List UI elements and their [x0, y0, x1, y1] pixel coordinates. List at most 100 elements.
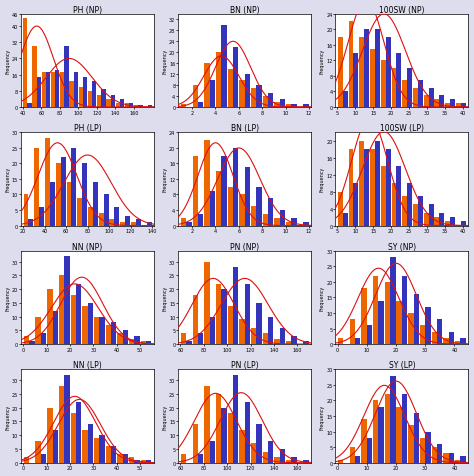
Bar [94, 317, 99, 345]
Y-axis label: Frequency: Frequency [6, 49, 10, 74]
Bar [263, 452, 268, 463]
Bar [129, 457, 134, 463]
Title: BN (LP): BN (LP) [231, 124, 259, 133]
Bar [41, 333, 46, 345]
Bar [28, 220, 34, 226]
Bar [61, 158, 66, 226]
Bar [407, 69, 412, 108]
Bar [216, 53, 221, 108]
Bar [367, 326, 372, 345]
Title: SY (NP): SY (NP) [388, 242, 416, 251]
Bar [375, 141, 380, 226]
Bar [146, 460, 151, 463]
Bar [370, 150, 375, 226]
Bar [268, 317, 273, 345]
Bar [245, 284, 250, 345]
Bar [370, 50, 375, 108]
Bar [359, 38, 364, 108]
Bar [47, 289, 53, 345]
Bar [274, 102, 280, 108]
Bar [460, 338, 465, 345]
Bar [24, 336, 29, 345]
Bar [443, 453, 448, 463]
Bar [83, 78, 87, 108]
Bar [413, 295, 419, 345]
Bar [99, 317, 105, 345]
Title: 100SW (LP): 100SW (LP) [380, 124, 424, 133]
Bar [303, 460, 309, 463]
Bar [88, 303, 93, 345]
Bar [111, 446, 116, 463]
Bar [82, 306, 88, 345]
Bar [228, 187, 233, 226]
Bar [198, 455, 203, 463]
Bar [94, 438, 99, 463]
Bar [251, 207, 256, 226]
Bar [39, 208, 44, 226]
Bar [141, 342, 146, 345]
Bar [280, 328, 285, 345]
Bar [445, 222, 450, 226]
Bar [82, 430, 88, 463]
Bar [355, 456, 360, 463]
Bar [66, 183, 72, 226]
Bar [286, 460, 292, 463]
Bar [408, 426, 413, 463]
Bar [413, 413, 419, 463]
Bar [125, 217, 130, 226]
Bar [420, 326, 425, 345]
Bar [396, 53, 401, 108]
Bar [428, 205, 434, 226]
Bar [192, 295, 198, 345]
Bar [268, 94, 273, 108]
Bar [117, 455, 123, 463]
Y-axis label: Frequency: Frequency [163, 167, 168, 192]
Bar [402, 276, 407, 345]
Bar [192, 156, 198, 226]
Bar [268, 199, 273, 226]
Bar [141, 460, 146, 463]
Bar [280, 210, 285, 226]
Bar [36, 317, 41, 345]
Bar [221, 156, 227, 226]
Bar [92, 81, 97, 108]
Bar [204, 64, 210, 108]
Bar [131, 223, 136, 226]
Bar [216, 284, 221, 345]
Bar [396, 301, 402, 345]
Bar [125, 104, 129, 108]
Bar [228, 69, 233, 108]
Bar [239, 195, 245, 226]
Bar [461, 104, 466, 108]
Bar [396, 407, 402, 463]
Bar [354, 184, 358, 226]
Bar [385, 282, 390, 345]
Bar [396, 167, 401, 226]
Bar [303, 222, 309, 226]
Bar [245, 75, 250, 108]
Y-axis label: Frequency: Frequency [6, 404, 10, 429]
Bar [338, 338, 343, 345]
Bar [192, 424, 198, 463]
Bar [41, 455, 46, 463]
Bar [148, 106, 152, 108]
Y-axis label: Frequency: Frequency [163, 404, 168, 429]
Bar [286, 105, 292, 108]
Bar [274, 218, 280, 226]
Bar [375, 30, 380, 108]
Bar [123, 331, 128, 345]
Bar [381, 61, 386, 108]
Bar [361, 288, 367, 345]
Bar [138, 106, 143, 108]
Bar [134, 106, 138, 108]
Bar [216, 172, 221, 226]
Bar [198, 102, 203, 108]
Title: SY (LP): SY (LP) [389, 360, 415, 369]
Bar [210, 191, 215, 226]
Bar [146, 342, 151, 345]
Title: NN (NP): NN (NP) [73, 242, 103, 251]
Y-axis label: Frequency: Frequency [320, 49, 325, 74]
Bar [88, 424, 93, 463]
Bar [221, 408, 227, 463]
Bar [286, 222, 292, 226]
